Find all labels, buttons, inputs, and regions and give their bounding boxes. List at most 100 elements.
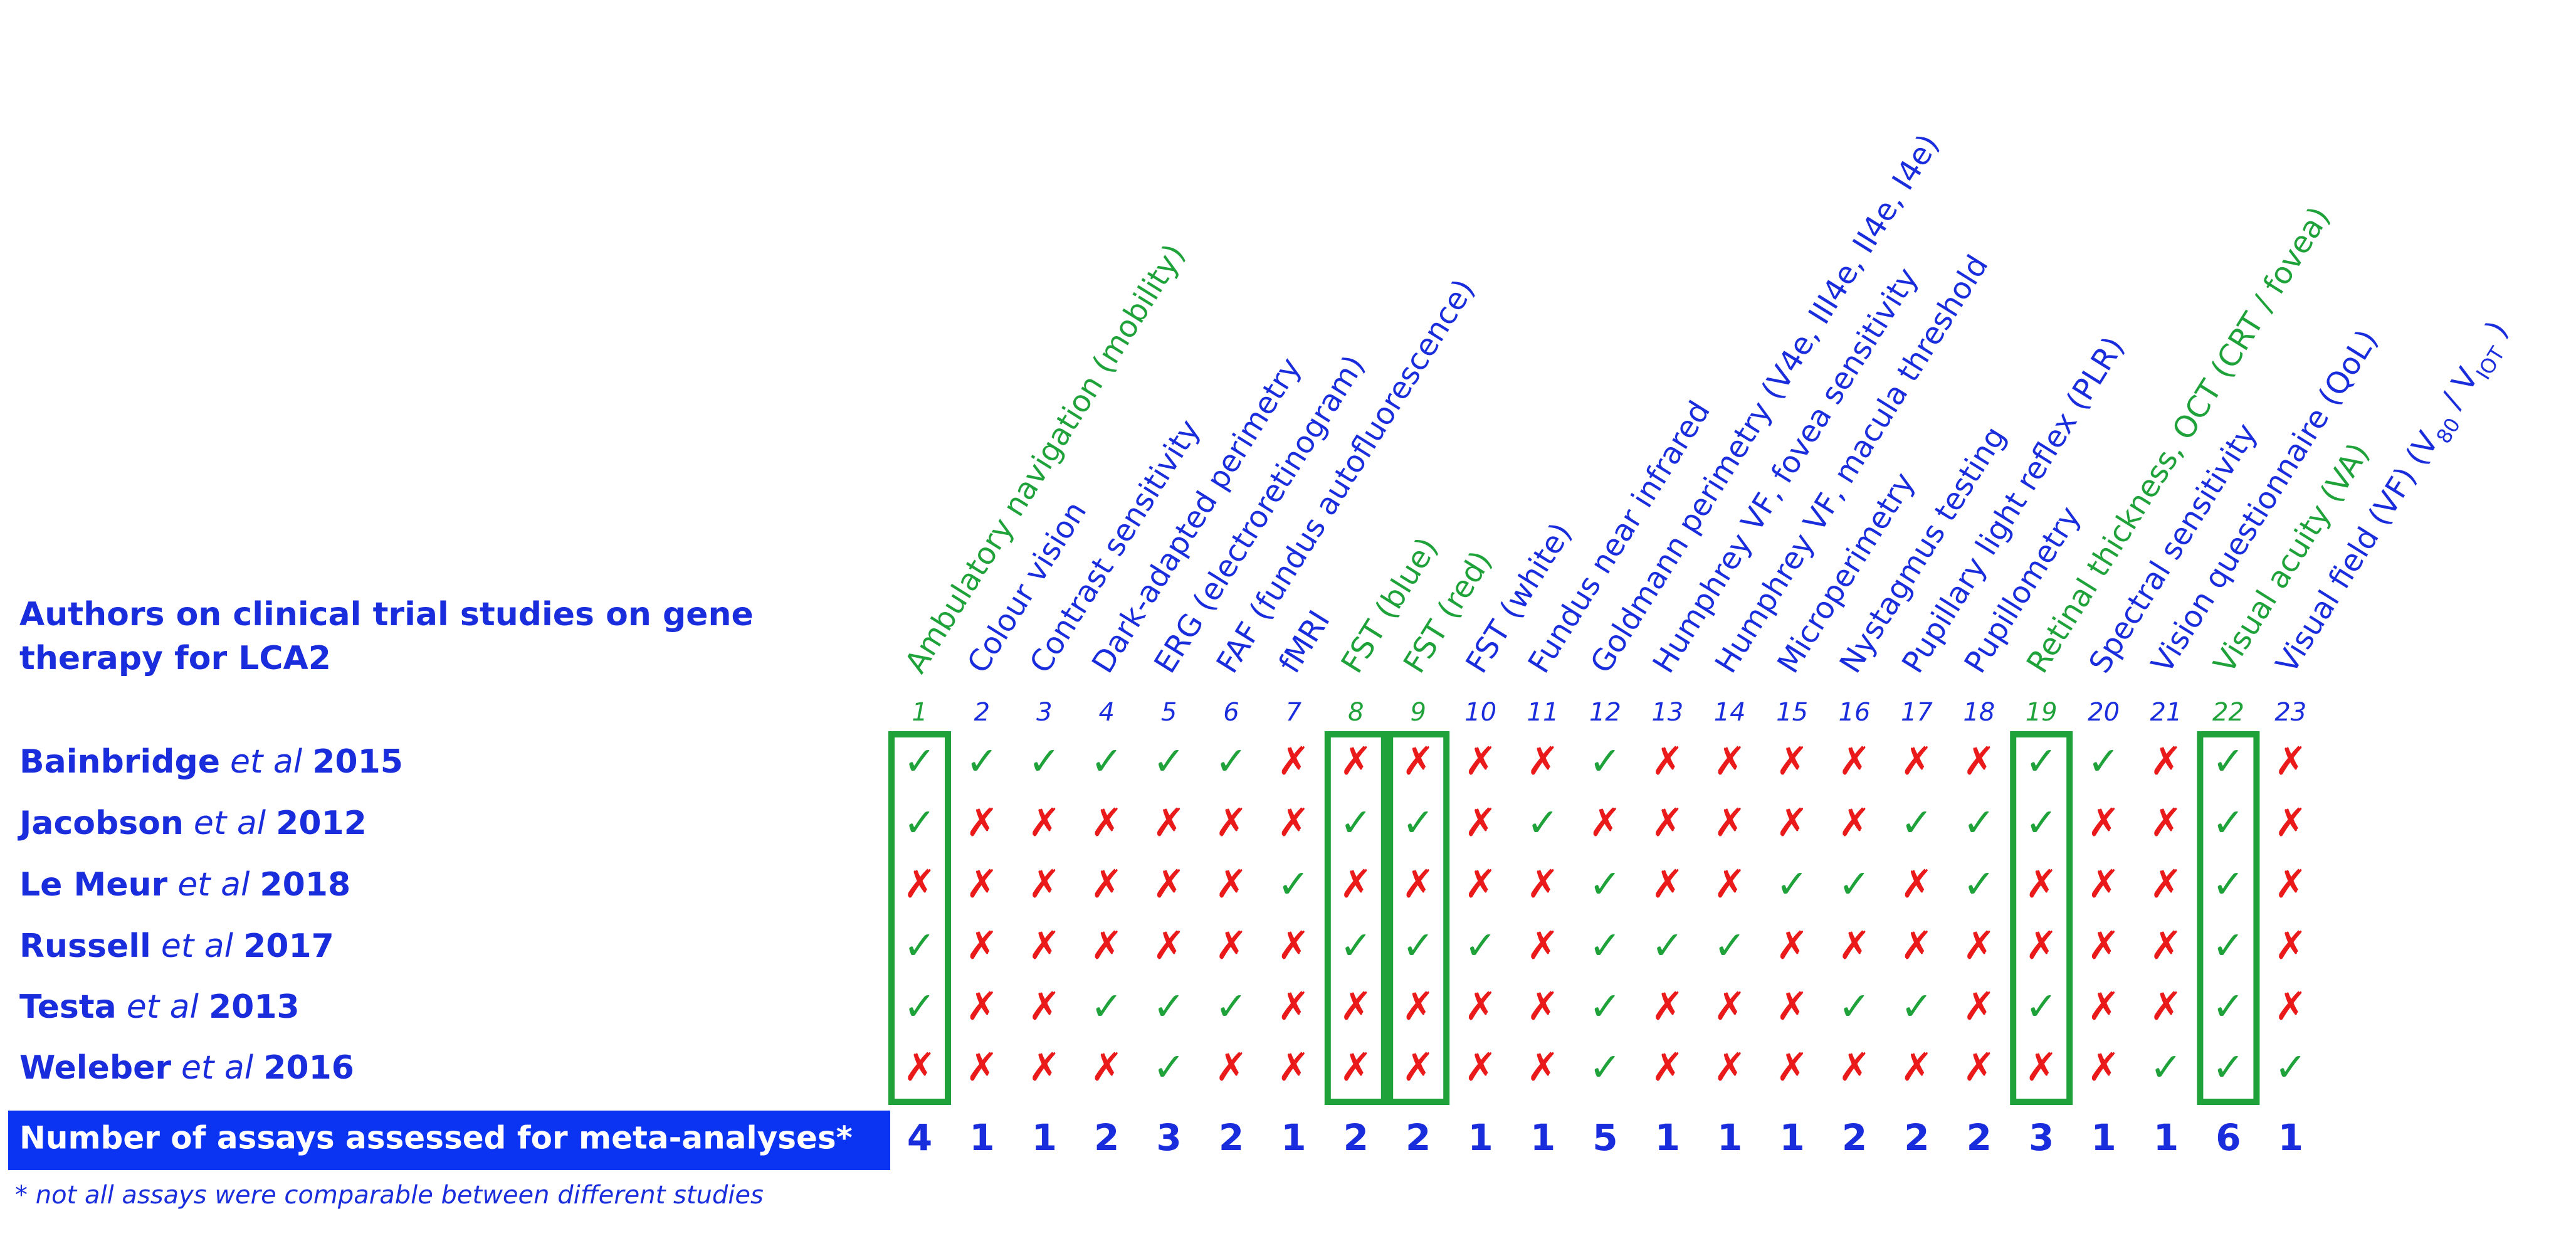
et-al: et al — [161, 927, 234, 965]
cell-mark: ✓ — [1340, 922, 1372, 968]
totals-bar — [8, 1111, 890, 1170]
column-number: 22 — [2212, 698, 2244, 727]
cell-mark: ✗ — [2088, 983, 2120, 1029]
cell-mark: ✓ — [1589, 738, 1621, 784]
study-author: Weleber et al 2016 — [19, 1049, 354, 1087]
header-title: Authors on clinical trial studies on gen… — [19, 596, 754, 633]
cell-mark: ✓ — [2212, 738, 2244, 784]
column-number: 20 — [2088, 698, 2120, 727]
total-value: 1 — [1779, 1116, 1804, 1159]
cell-mark: ✗ — [2150, 983, 2182, 1029]
column-number: 3 — [1036, 698, 1052, 727]
cell-mark: ✓ — [1340, 800, 1372, 845]
total-value: 1 — [2091, 1116, 2116, 1159]
cell-mark: ✗ — [2274, 922, 2307, 968]
total-value: 6 — [2216, 1116, 2241, 1159]
cell-mark: ✗ — [965, 861, 998, 907]
cell-mark: ✗ — [2150, 738, 2182, 784]
cell-mark: ✓ — [2212, 922, 2244, 968]
column-number: 9 — [1410, 698, 1426, 727]
year: 2013 — [209, 988, 300, 1026]
cell-mark: ✗ — [1651, 861, 1684, 907]
et-al: et al — [230, 743, 303, 781]
cell-mark: ✗ — [2025, 861, 2058, 907]
cell-mark: ✗ — [965, 1044, 998, 1090]
cell-mark: ✗ — [1527, 922, 1559, 968]
cell-mark: ✗ — [1838, 1044, 1871, 1090]
total-value: 3 — [1156, 1116, 1181, 1159]
cell-mark: ✗ — [1651, 738, 1684, 784]
cell-mark: ✓ — [2025, 800, 2058, 845]
cell-mark: ✓ — [1589, 861, 1621, 907]
cell-mark: ✓ — [1153, 1044, 1185, 1090]
total-value: 2 — [1406, 1116, 1431, 1159]
cell-mark: ✗ — [1589, 800, 1621, 845]
cell-mark: ✓ — [2150, 1044, 2182, 1090]
total-value: 4 — [907, 1116, 932, 1159]
cell-mark: ✗ — [2150, 800, 2182, 845]
column-number: 15 — [1776, 698, 1808, 727]
total-value: 1 — [2153, 1116, 2179, 1159]
cell-mark: ✗ — [1900, 861, 1933, 907]
cell-mark: ✗ — [1402, 1044, 1434, 1090]
cell-mark: ✓ — [903, 738, 936, 784]
cell-mark: ✓ — [2212, 861, 2244, 907]
year: 2015 — [312, 743, 403, 781]
cell-mark: ✓ — [1589, 922, 1621, 968]
cell-mark: ✗ — [1215, 861, 1248, 907]
total-value: 1 — [1032, 1116, 1057, 1159]
cell-mark: ✓ — [1900, 800, 1933, 845]
column-number: 13 — [1651, 698, 1683, 727]
total-value: 2 — [1219, 1116, 1244, 1159]
cell-mark: ✓ — [903, 800, 936, 845]
cell-mark: ✗ — [1277, 800, 1310, 845]
author: Jacobson — [18, 805, 184, 842]
cell-mark: ✓ — [2274, 1044, 2307, 1090]
cell-mark: ✗ — [1340, 983, 1372, 1029]
column-number: 16 — [1839, 698, 1871, 727]
cell-mark: ✗ — [1838, 738, 1871, 784]
cell-mark: ✓ — [1838, 861, 1871, 907]
highlight-box — [2197, 731, 2260, 1105]
cell-mark: ✗ — [1527, 983, 1559, 1029]
cell-mark: ✗ — [1464, 861, 1497, 907]
cell-mark: ✗ — [2088, 1044, 2120, 1090]
cell-mark: ✓ — [2212, 800, 2244, 845]
footnote: * not all assays were comparable between… — [15, 1181, 764, 1210]
cell-mark: ✗ — [2274, 983, 2307, 1029]
cell-mark: ✓ — [1402, 800, 1434, 845]
cell-mark: ✗ — [1464, 800, 1497, 845]
cell-mark: ✗ — [1340, 1044, 1372, 1090]
cell-mark: ✗ — [2088, 922, 2120, 968]
author: Weleber — [19, 1049, 171, 1087]
cell-mark: ✗ — [1153, 800, 1185, 845]
cell-mark: ✗ — [903, 861, 936, 907]
cell-mark: ✓ — [1153, 983, 1185, 1029]
column-number: 7 — [1286, 698, 1302, 727]
cell-mark: ✗ — [965, 922, 998, 968]
cell-mark: ✓ — [2025, 983, 2058, 1029]
total-value: 1 — [969, 1116, 994, 1159]
total-value: 1 — [1717, 1116, 1742, 1159]
column-number: 21 — [2150, 698, 2182, 727]
cell-mark: ✗ — [1340, 738, 1372, 784]
cell-mark: ✗ — [1651, 800, 1684, 845]
year: 2017 — [243, 927, 334, 965]
cell-mark: ✓ — [1153, 738, 1185, 784]
cell-mark: ✗ — [1776, 738, 1809, 784]
column-number: 1 — [912, 698, 927, 727]
cell-mark: ✗ — [1963, 922, 1995, 968]
column-number: 6 — [1223, 698, 1239, 727]
column-number: 10 — [1464, 698, 1496, 727]
cell-mark: ✓ — [903, 922, 936, 968]
highlight-box — [2010, 731, 2073, 1105]
column-label: Visual field (VF) (V80 / VIOT ) — [2269, 315, 2521, 683]
study-author: Testa et al 2013 — [19, 988, 300, 1026]
study-author: Jacobson et al 2012 — [18, 805, 367, 842]
cell-mark: ✗ — [1776, 922, 1809, 968]
cell-mark: ✗ — [1713, 738, 1746, 784]
column-label: fMRI — [1272, 605, 1337, 679]
year: 2018 — [260, 866, 350, 904]
column-number: 8 — [1348, 698, 1364, 727]
